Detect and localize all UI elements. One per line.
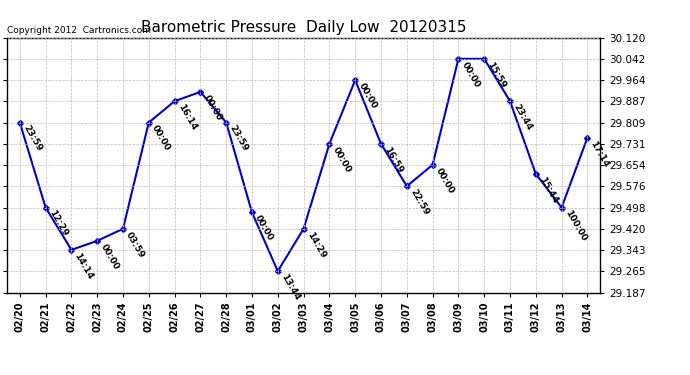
Text: 00:00: 00:00: [201, 93, 224, 122]
Text: 00:00: 00:00: [434, 166, 456, 195]
Text: 13:44: 13:44: [279, 273, 302, 302]
Text: 22:59: 22:59: [408, 188, 431, 217]
Text: 100:00: 100:00: [563, 209, 588, 243]
Text: 03:59: 03:59: [124, 230, 146, 260]
Text: 00:00: 00:00: [357, 81, 378, 110]
Text: 15:44: 15:44: [538, 175, 560, 205]
Text: 00:00: 00:00: [253, 214, 275, 243]
Text: 23:59: 23:59: [228, 124, 250, 153]
Text: 00:00: 00:00: [99, 242, 121, 271]
Text: 23:59: 23:59: [21, 124, 43, 153]
Text: 00:00: 00:00: [331, 145, 353, 174]
Text: 15:59: 15:59: [486, 60, 508, 90]
Title: Barometric Pressure  Daily Low  20120315: Barometric Pressure Daily Low 20120315: [141, 20, 466, 35]
Text: Copyright 2012  Cartronics.com: Copyright 2012 Cartronics.com: [7, 26, 151, 35]
Text: 17:14: 17:14: [589, 139, 611, 169]
Text: 00:00: 00:00: [460, 60, 482, 89]
Text: 16:14: 16:14: [176, 103, 198, 132]
Text: 14:14: 14:14: [72, 251, 95, 281]
Text: 00:00: 00:00: [150, 124, 172, 153]
Text: 12:29: 12:29: [47, 209, 69, 238]
Text: 16:59: 16:59: [382, 145, 404, 175]
Text: 23:44: 23:44: [511, 103, 533, 132]
Text: 14:29: 14:29: [305, 230, 327, 260]
